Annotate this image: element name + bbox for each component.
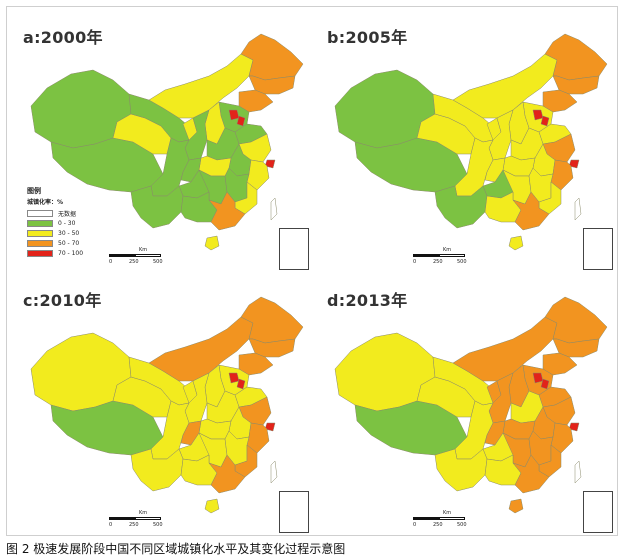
figure-frame: a:2000年 图例 城镇化率：% 无数据 0 - 30 30 - 50 50 … — [6, 6, 618, 536]
panel-label-b: b:2005年 — [327, 28, 408, 47]
province-shanghai — [264, 422, 276, 432]
map-panel-d: d:2013年 0 250 500 Km — [317, 277, 617, 537]
legend-swatch-nodata — [27, 209, 53, 217]
province-beijing — [228, 372, 240, 384]
legend-swatch-30-50 — [27, 229, 53, 237]
legend-row-30-50: 30 - 50 — [27, 228, 113, 238]
figure-caption: 图 2 极速发展阶段中国不同区域城镇化水平及其变化过程示意图 — [6, 542, 346, 556]
province-beijing — [532, 109, 544, 121]
scale-tick-label: 250 — [129, 522, 139, 528]
scale-tick-label: 0 — [413, 522, 417, 528]
province-guangdong — [208, 191, 246, 231]
south-china-sea-inset — [279, 228, 309, 270]
scale-unit-label: Km — [139, 247, 148, 253]
province-heilongjiang — [544, 296, 608, 344]
scale-bar: 0 250 500 Km — [109, 510, 169, 535]
scale-tick-label: 250 — [129, 259, 139, 265]
scale-segment — [135, 517, 161, 520]
scale-tick-label: 500 — [457, 522, 467, 528]
scale-segment — [439, 517, 465, 520]
province-heilongjiang — [240, 296, 304, 344]
scale-tick-label: 250 — [433, 259, 443, 265]
scale-segment — [135, 254, 161, 257]
legend-row-70-100: 70 - 100 — [27, 248, 113, 258]
scale-segment — [109, 254, 135, 257]
province-hainan — [508, 498, 524, 514]
province-tianjin — [236, 378, 246, 390]
panel-label-d: d:2013年 — [327, 291, 408, 310]
scale-unit-label: Km — [139, 510, 148, 516]
province-shanghai — [264, 159, 276, 169]
province-tianjin — [540, 378, 550, 390]
province-tianjin — [236, 115, 246, 127]
legend-label-0-30: 0 - 30 — [58, 219, 76, 227]
scale-tick-label: 0 — [413, 259, 417, 265]
legend-row-50-70: 50 - 70 — [27, 238, 113, 248]
province-shanghai — [568, 159, 580, 169]
map-panel-b: b:2005年 0 250 500 Km — [317, 14, 617, 274]
legend-row-nodata: 无数据 — [27, 208, 113, 218]
scale-tick-label: 0 — [109, 259, 113, 265]
scale-tick-label: 250 — [433, 522, 443, 528]
legend-row-0-30: 0 - 30 — [27, 218, 113, 228]
legend-title: 图例 — [27, 187, 41, 195]
province-taiwan — [574, 460, 582, 484]
province-hainan — [204, 498, 220, 514]
legend-label-nodata: 无数据 — [58, 210, 77, 218]
map-panel-a: a:2000年 图例 城镇化率：% 无数据 0 - 30 30 - 50 50 … — [13, 14, 313, 274]
province-guangdong — [512, 454, 550, 494]
south-china-sea-inset — [583, 491, 613, 533]
scale-tick-label: 500 — [457, 259, 467, 265]
legend-label-50-70: 50 - 70 — [58, 239, 80, 247]
province-guangdong — [512, 191, 550, 231]
south-china-sea-inset — [279, 491, 309, 533]
scale-tick-label: 0 — [109, 522, 113, 528]
scale-segment — [413, 254, 439, 257]
china-map-b — [334, 33, 608, 251]
province-beijing — [532, 372, 544, 384]
province-beijing — [228, 109, 240, 121]
legend-label-70-100: 70 - 100 — [58, 249, 84, 257]
china-map-c — [30, 296, 304, 514]
legend-swatch-0-30 — [27, 219, 53, 227]
province-hainan — [204, 235, 220, 251]
province-guangdong — [208, 454, 246, 494]
province-taiwan — [270, 460, 278, 484]
province-shanghai — [568, 422, 580, 432]
south-china-sea-inset — [583, 228, 613, 270]
panel-label-c: c:2010年 — [23, 291, 102, 310]
province-taiwan — [574, 197, 582, 221]
scale-unit-label: Km — [443, 247, 452, 253]
panel-label-a: a:2000年 — [23, 28, 103, 47]
scale-segment — [439, 254, 465, 257]
scale-tick-label: 500 — [153, 259, 163, 265]
scale-tick-label: 500 — [153, 522, 163, 528]
province-heilongjiang — [544, 33, 608, 81]
province-tianjin — [540, 115, 550, 127]
scale-segment — [109, 517, 135, 520]
china-map-a — [30, 33, 304, 251]
scale-segment — [413, 517, 439, 520]
legend-label-30-50: 30 - 50 — [58, 229, 80, 237]
china-map-d — [334, 296, 608, 514]
map-panel-c: c:2010年 0 250 500 Km — [13, 277, 313, 537]
scale-bar: 0 250 500 Km — [413, 510, 473, 535]
legend-swatch-70-100 — [27, 249, 53, 257]
province-heilongjiang — [240, 33, 304, 81]
province-hainan — [508, 235, 524, 251]
scale-bar: 0 250 500 Km — [413, 247, 473, 272]
legend-unit: 城镇化率：% — [27, 199, 64, 206]
map-legend: 图例 城镇化率：% 无数据 0 - 30 30 - 50 50 - 70 70 … — [27, 186, 113, 258]
scale-bar: 0 250 500 Km — [109, 247, 169, 272]
legend-swatch-50-70 — [27, 239, 53, 247]
scale-unit-label: Km — [443, 510, 452, 516]
province-taiwan — [270, 197, 278, 221]
